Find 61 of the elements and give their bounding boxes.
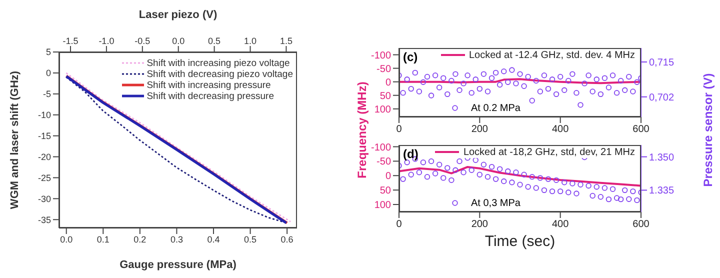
x2-tick-label: 1.0 bbox=[244, 36, 257, 46]
y-tick-label: -35 bbox=[38, 214, 51, 225]
y-tick-label: -100 bbox=[370, 50, 392, 62]
x2-tick-label: -1.0 bbox=[98, 36, 114, 46]
x-tick-label: 0.1 bbox=[96, 234, 110, 244]
annotation: (c) bbox=[403, 50, 418, 64]
x-tick-label: 0.3 bbox=[170, 234, 183, 244]
y-tick-label: 0 bbox=[385, 171, 392, 182]
x-tick-label: 0.5 bbox=[244, 234, 257, 244]
y-axis-title: Frequency (MHz) bbox=[355, 82, 369, 178]
y2-tick-label: 1.335 bbox=[649, 186, 674, 197]
y-tick-label: -15 bbox=[38, 131, 51, 142]
legend-label: At 0.2 MPa bbox=[471, 103, 520, 114]
legend-label: Locked at -18,2 GHz, std, dev, 21 MHz bbox=[463, 147, 635, 158]
x-tick-label: 0.2 bbox=[134, 234, 146, 244]
x-tick-label: 0.0 bbox=[60, 234, 73, 244]
x-tick-label: 400 bbox=[552, 124, 570, 136]
y-tick-label: 0 bbox=[385, 77, 392, 88]
legend-label: Shift with increasing pressure bbox=[146, 80, 271, 91]
y2-tick-label: 0,715 bbox=[649, 58, 674, 69]
y-tick-label: 5 bbox=[46, 47, 51, 58]
y-axis-title: WGM and laser shift (GHz) bbox=[8, 70, 21, 210]
x-tick-label: 200 bbox=[471, 124, 488, 136]
x-tick-label: 0 bbox=[396, 219, 402, 230]
y-tick-label: 0 bbox=[46, 68, 51, 78]
x-axis-title: Time (sec) bbox=[484, 233, 556, 250]
y2-axis-title: Pressure sensor (V) bbox=[701, 73, 715, 187]
legend-label: At 0,3 MPa bbox=[471, 198, 520, 209]
y-tick-label: -50 bbox=[376, 64, 392, 75]
y-tick-label: -5 bbox=[42, 89, 51, 100]
x2-tick-label: -0.5 bbox=[134, 36, 150, 46]
x2-tick-label: 1.5 bbox=[280, 36, 292, 46]
x-tick-label: 0.6 bbox=[280, 234, 294, 244]
x2-tick-label: 0.5 bbox=[208, 36, 221, 46]
legend-label: Shift with decreasing piezo voltage bbox=[146, 69, 293, 80]
legend-label: Shift with increasing piezo voltage bbox=[146, 58, 290, 69]
y-tick-label: 100 bbox=[374, 104, 392, 116]
legend-label: Shift with decreasing pressure bbox=[146, 91, 274, 102]
x2-tick-label: 0.0 bbox=[172, 36, 185, 46]
x2-axis-title: Laser piezo (V) bbox=[138, 8, 218, 21]
y-tick-label: -50 bbox=[376, 156, 392, 168]
x-tick-label: 200 bbox=[471, 219, 488, 230]
y-tick-label: -20 bbox=[38, 152, 51, 162]
y-tick-label: 50 bbox=[380, 90, 392, 102]
x2-tick-label: -1.5 bbox=[62, 36, 78, 46]
legend-label: Locked at -12.4 GHz, std. dev. 4 MHz bbox=[469, 50, 635, 61]
x-tick-label: 600 bbox=[632, 219, 650, 230]
annotation: (d) bbox=[403, 147, 418, 161]
y-tick-label: -100 bbox=[370, 142, 392, 154]
y-tick-label: 50 bbox=[380, 186, 392, 197]
y-tick-label: -10 bbox=[38, 110, 51, 120]
x-tick-label: 0.4 bbox=[207, 234, 220, 244]
x-tick-label: 400 bbox=[552, 219, 570, 230]
x-tick-label: 0 bbox=[396, 124, 402, 136]
y-tick-label: -30 bbox=[38, 194, 51, 204]
x-tick-label: 600 bbox=[632, 124, 650, 136]
y2-tick-label: 1.350 bbox=[649, 152, 674, 164]
x-axis-title: Gauge pressure (MPa) bbox=[120, 259, 237, 271]
y-tick-label: 100 bbox=[374, 200, 392, 212]
y-tick-label: -25 bbox=[38, 172, 51, 183]
y2-tick-label: 0,702 bbox=[649, 92, 674, 104]
